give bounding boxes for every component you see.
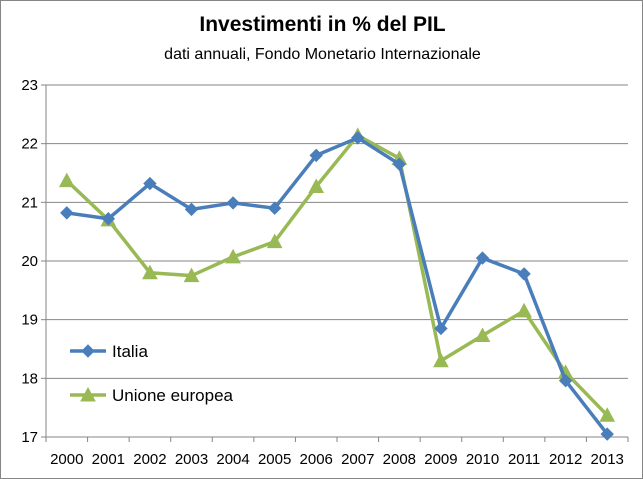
x-tick-label: 2012 [549,451,582,468]
x-tick-label: 2011 [508,451,540,468]
x-tick-label: 2002 [133,451,166,468]
x-tick-label: 2001 [92,451,125,468]
axes [41,84,629,442]
triangle-marker [183,267,200,283]
diamond-marker [351,131,365,145]
diamond-marker [434,321,448,336]
triangle-marker [516,302,532,318]
x-tick-label: 2013 [591,451,624,468]
x-tick-label: 2006 [300,451,333,468]
legend: Italia Unione europea [70,342,234,405]
diamond-marker [392,157,407,171]
y-tick-label: 19 [21,312,38,329]
y-axis-tick-labels: 17 18 19 20 21 22 23 [21,77,38,446]
triangle-marker [308,178,325,193]
x-tick-label: 2004 [216,451,249,468]
chart-title: Investimenti in % del PIL [199,13,446,36]
triangle-marker [599,407,616,422]
legend-label: Italia [112,342,148,361]
diamond-marker [184,202,199,217]
diamond-marker [143,176,157,191]
diamond-marker [475,251,490,265]
gridlines [46,84,628,379]
triangle-marker [142,264,158,280]
legend-item: Unione europea [70,386,234,405]
triangle-marker [58,172,75,188]
y-tick-label: 23 [21,77,38,94]
diamond-marker [558,373,573,388]
triangle-marker [474,327,491,343]
series-line [66,136,609,436]
x-tick-label: 2000 [50,451,83,468]
y-tick-label: 21 [21,194,38,211]
y-tick-label: 17 [21,429,38,446]
triangle-marker [433,352,449,368]
legend-triangle-marker [80,386,96,402]
y-tick-label: 18 [21,370,38,387]
diamond-marker [600,427,614,441]
chart-subtitle: dati annuali, Fondo Monetario Internazio… [164,46,481,63]
diamond-marker [101,212,116,226]
x-tick-label: 2003 [175,451,208,468]
legend-item: Italia [70,342,148,361]
series-italia [60,131,614,441]
legend-label: Unione europea [112,386,234,405]
diamond-marker [226,196,240,210]
x-tick-label: 2010 [466,451,499,468]
triangle-marker [225,248,241,264]
series-unione-europea [58,127,616,422]
y-tick-label: 22 [21,136,38,153]
x-tick-label: 2008 [383,451,416,468]
data-series [58,127,616,441]
y-tick-label: 20 [21,253,38,270]
diamond-marker [267,201,282,215]
diamond-marker [517,267,531,281]
series-line [65,133,609,417]
diamond-marker [60,206,74,220]
diamond-marker [309,148,323,163]
x-tick-label: 2009 [424,451,457,468]
legend-diamond-marker [81,344,95,358]
x-tick-label: 2005 [258,451,291,468]
x-axis-tick-labels: 2000 2001 2002 2003 2004 2005 2006 2007 2008 2009… [50,451,624,468]
x-tick-label: 2007 [341,451,374,468]
triangle-marker [266,233,283,249]
